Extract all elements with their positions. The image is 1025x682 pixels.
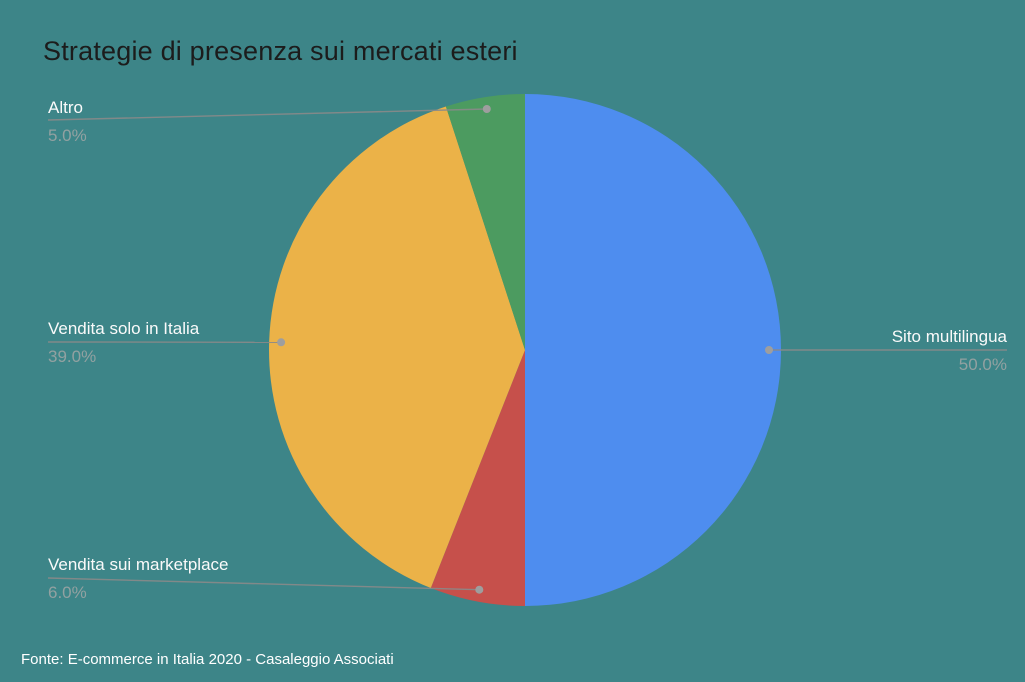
slice-label-text: Vendita sui marketplace bbox=[48, 555, 229, 574]
leader-dot-0 bbox=[765, 346, 773, 354]
slice-label-text: Sito multilingua bbox=[891, 327, 1007, 346]
leader-dot-2 bbox=[277, 338, 286, 347]
slice-percent: 6.0% bbox=[48, 583, 87, 602]
leader-dot-1 bbox=[475, 585, 484, 594]
source-note: Fonte: E-commerce in Italia 2020 - Casal… bbox=[21, 651, 394, 668]
leader-dot-3 bbox=[482, 105, 491, 113]
slice-label-vendita-solo-in-italia: Vendita solo in Italia 39.0% bbox=[48, 320, 199, 365]
slice-percent: 5.0% bbox=[48, 126, 87, 145]
slice-label-sito-multilingua: Sito multilingua 50.0% bbox=[892, 328, 1007, 373]
leader-line-1 bbox=[47, 577, 480, 591]
pie-slice-0[interactable] bbox=[525, 94, 781, 606]
slice-label-text: Altro bbox=[48, 98, 83, 117]
slice-percent: 50.0% bbox=[958, 355, 1007, 374]
slice-percent: 39.0% bbox=[48, 347, 97, 366]
pie-slice-3[interactable] bbox=[445, 93, 525, 350]
slice-label-text: Vendita solo in Italia bbox=[48, 319, 200, 338]
slice-label-altro: Altro 5.0% bbox=[48, 99, 87, 144]
leader-line-3 bbox=[47, 108, 487, 121]
pie-slice-1[interactable] bbox=[430, 350, 525, 606]
pie-slice-2[interactable] bbox=[269, 106, 525, 589]
slice-label-vendita-sui-marketplace: Vendita sui marketplace 6.0% bbox=[48, 556, 229, 601]
chart-title: Strategie di presenza sui mercati esteri bbox=[43, 36, 518, 66]
